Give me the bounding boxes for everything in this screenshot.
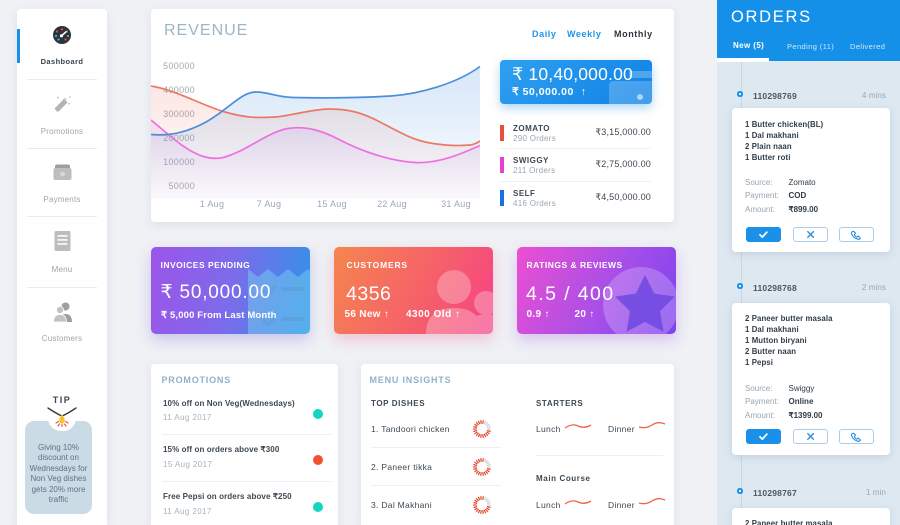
svg-text:22 Aug: 22 Aug [377,199,407,209]
svg-text:7 Aug: 7 Aug [257,199,282,209]
svg-text:1 Aug: 1 Aug [200,199,225,209]
svg-text:400000: 400000 [163,85,195,95]
svg-text:500000: 500000 [163,61,195,71]
svg-text:31 Aug: 31 Aug [441,199,471,209]
svg-text:15 Aug: 15 Aug [317,199,347,209]
